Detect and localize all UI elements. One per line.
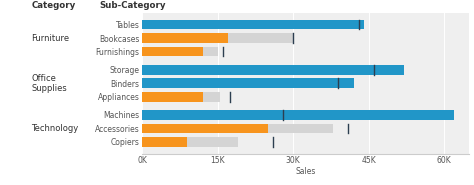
Bar (142, 20, 364, 29)
Bar (142, 137, 188, 147)
Bar (142, 137, 238, 147)
Text: Office
Supplies: Office Supplies (31, 74, 67, 93)
Bar (142, 92, 220, 102)
Text: Category: Category (31, 1, 76, 10)
Bar (142, 65, 404, 75)
X-axis label: Sales: Sales (296, 167, 316, 176)
Bar (142, 47, 202, 56)
Bar (142, 124, 268, 133)
Bar (142, 33, 293, 43)
Bar (142, 124, 333, 133)
Text: Sub-Category: Sub-Category (100, 1, 166, 10)
Text: Technology: Technology (31, 124, 79, 133)
Bar (142, 92, 202, 102)
Bar (142, 78, 354, 88)
Bar (142, 47, 218, 56)
Bar (142, 33, 228, 43)
Bar (142, 110, 454, 120)
Text: Furniture: Furniture (31, 33, 70, 43)
